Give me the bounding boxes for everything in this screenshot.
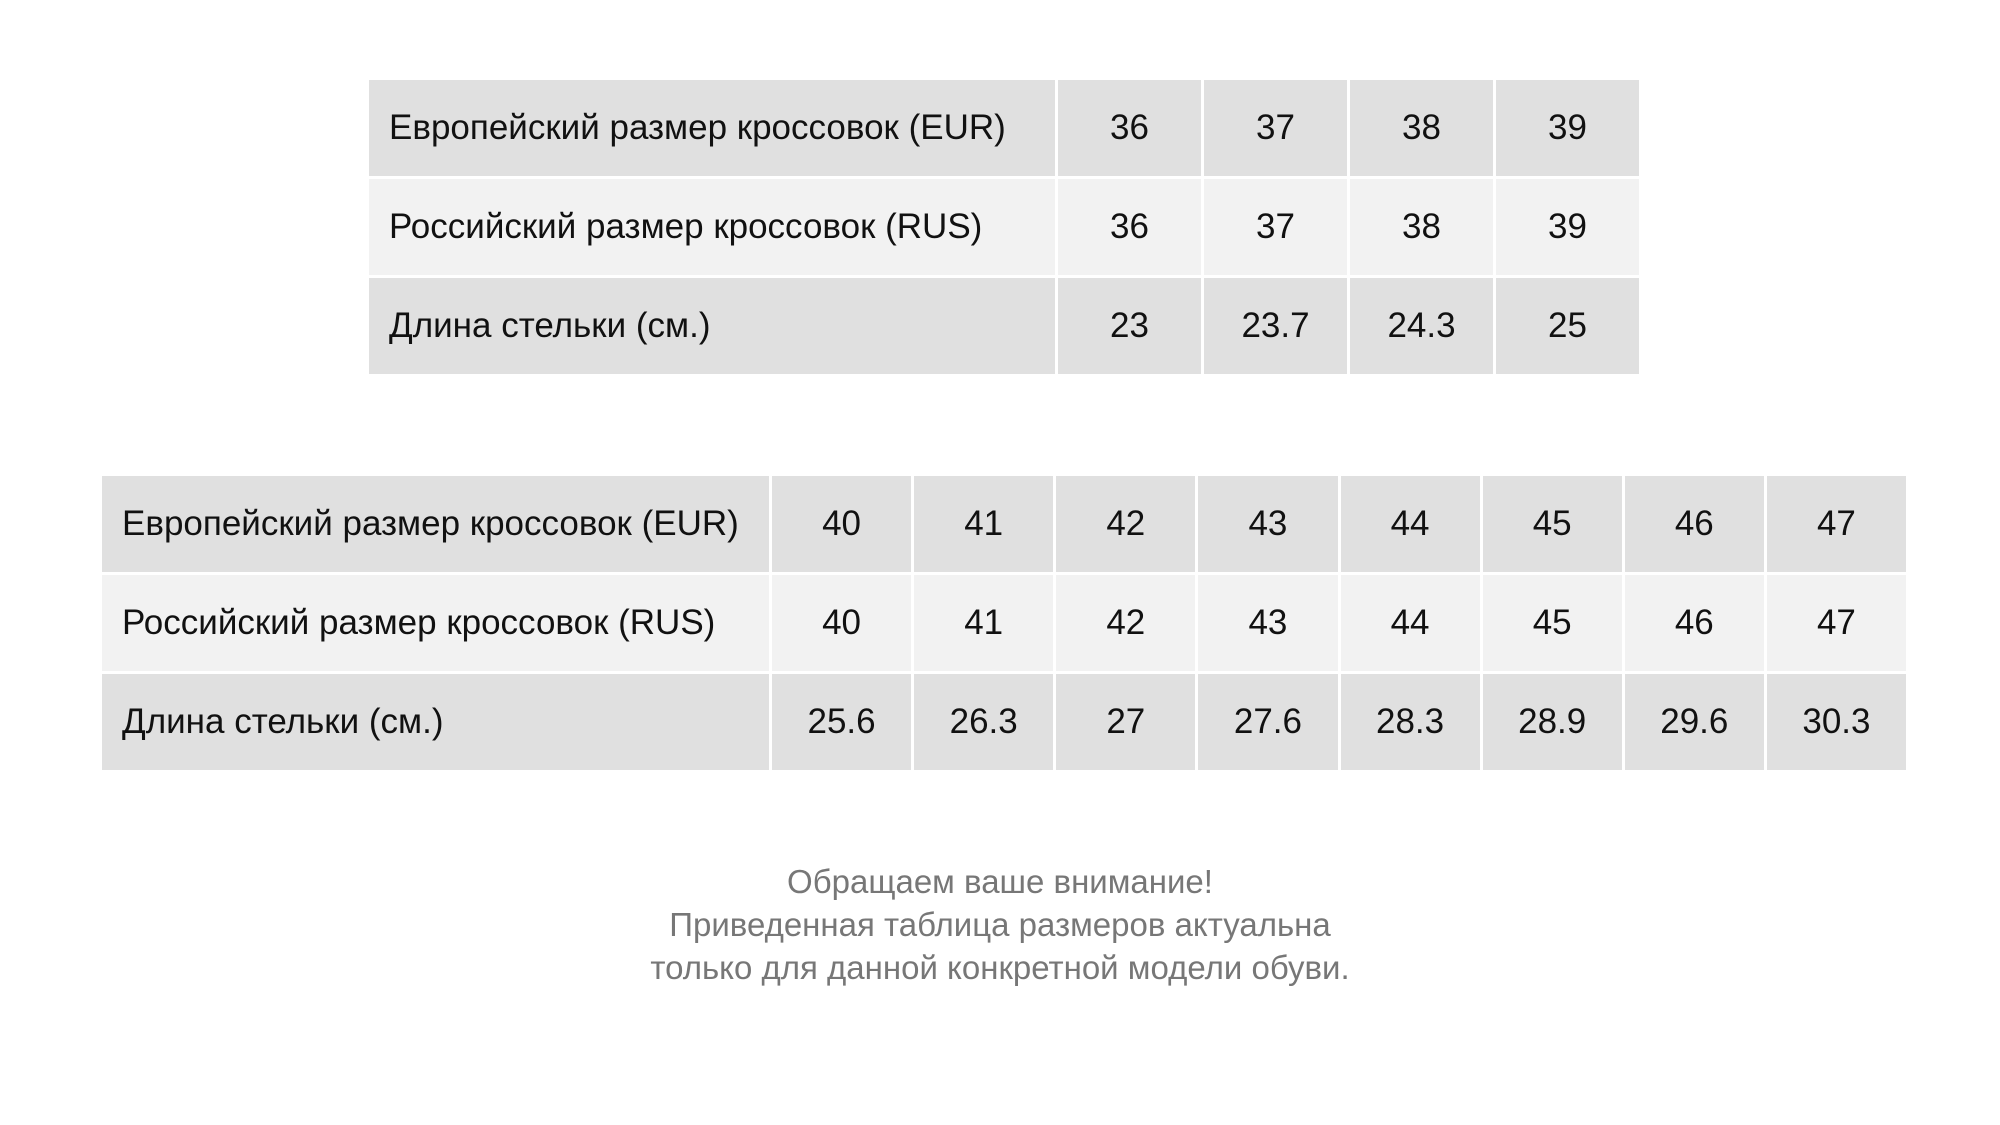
size-cell: 25	[1493, 275, 1642, 377]
size-cell: 36	[1055, 176, 1204, 278]
size-cell: 28.9	[1479, 671, 1625, 773]
size-cell: 37	[1201, 176, 1350, 278]
row-label: Российский размер кроссовок (RUS)	[366, 176, 1058, 278]
size-cell: 46	[1621, 473, 1767, 575]
size-cell: 41	[911, 572, 1057, 674]
size-cell: 30.3	[1763, 671, 1910, 773]
size-cell: 29.6	[1621, 671, 1767, 773]
note-line: Приведенная таблица размеров актуальна	[669, 906, 1331, 943]
size-cell: 39	[1493, 77, 1642, 179]
table-row: Длина стельки (см.) 25.6 26.3 27 27.6 28.3 28.…	[99, 671, 1910, 773]
size-cell: 42	[1053, 572, 1199, 674]
size-cell: 45	[1479, 473, 1625, 575]
note: Обращаем ваше внимание! Приведенная табли…	[0, 860, 2000, 989]
size-cell: 43	[1195, 572, 1341, 674]
size-table: Европейский размер кроссовок (EUR) 36 37 38…	[366, 77, 1642, 377]
size-cell: 38	[1347, 77, 1496, 179]
size-cell: 27	[1053, 671, 1199, 773]
size-cell: 25.6	[768, 671, 915, 773]
row-label: Европейский размер кроссовок (EUR)	[99, 473, 772, 575]
table-row: Длина стельки (см.) 23 23.7 24.3 25	[366, 275, 1642, 377]
row-label: Длина стельки (см.)	[366, 275, 1058, 377]
size-cell: 28.3	[1337, 671, 1483, 773]
size-cell: 44	[1337, 572, 1483, 674]
size-cell: 37	[1201, 77, 1350, 179]
size-cell: 45	[1479, 572, 1625, 674]
size-cell: 36	[1055, 77, 1204, 179]
table-row: Европейский размер кроссовок (EUR) 36 37 38…	[366, 77, 1642, 179]
size-cell: 24.3	[1347, 275, 1496, 377]
table-row: Российский размер кроссовок (RUS) 40 41 42 4…	[99, 572, 1910, 674]
size-cell: 44	[1337, 473, 1483, 575]
size-cell: 38	[1347, 176, 1496, 278]
size-cell: 47	[1763, 572, 1910, 674]
size-cell: 43	[1195, 473, 1341, 575]
table-row: Российский размер кроссовок (RUS) 36 37 38 3…	[366, 176, 1642, 278]
size-cell: 42	[1053, 473, 1199, 575]
size-cell: 40	[768, 572, 915, 674]
size-cell: 27.6	[1195, 671, 1341, 773]
size-cell: 47	[1763, 473, 1910, 575]
size-table: Европейский размер кроссовок (EUR) 40 41 42…	[99, 473, 1910, 773]
note-line: только для данной конкретной модели обув…	[650, 949, 1350, 986]
row-label: Российский размер кроссовок (RUS)	[99, 572, 772, 674]
row-label: Длина стельки (см.)	[99, 671, 772, 773]
size-cell: 46	[1621, 572, 1767, 674]
table-row: Европейский размер кроссовок (EUR) 40 41 42…	[99, 473, 1910, 575]
size-cell: 40	[768, 473, 915, 575]
size-cell: 41	[911, 473, 1057, 575]
size-cell: 39	[1493, 176, 1642, 278]
note-line: Обращаем ваше внимание!	[787, 863, 1213, 900]
row-label: Европейский размер кроссовок (EUR)	[366, 77, 1058, 179]
size-cell: 23.7	[1201, 275, 1350, 377]
size-cell: 26.3	[911, 671, 1057, 773]
size-cell: 23	[1055, 275, 1204, 377]
